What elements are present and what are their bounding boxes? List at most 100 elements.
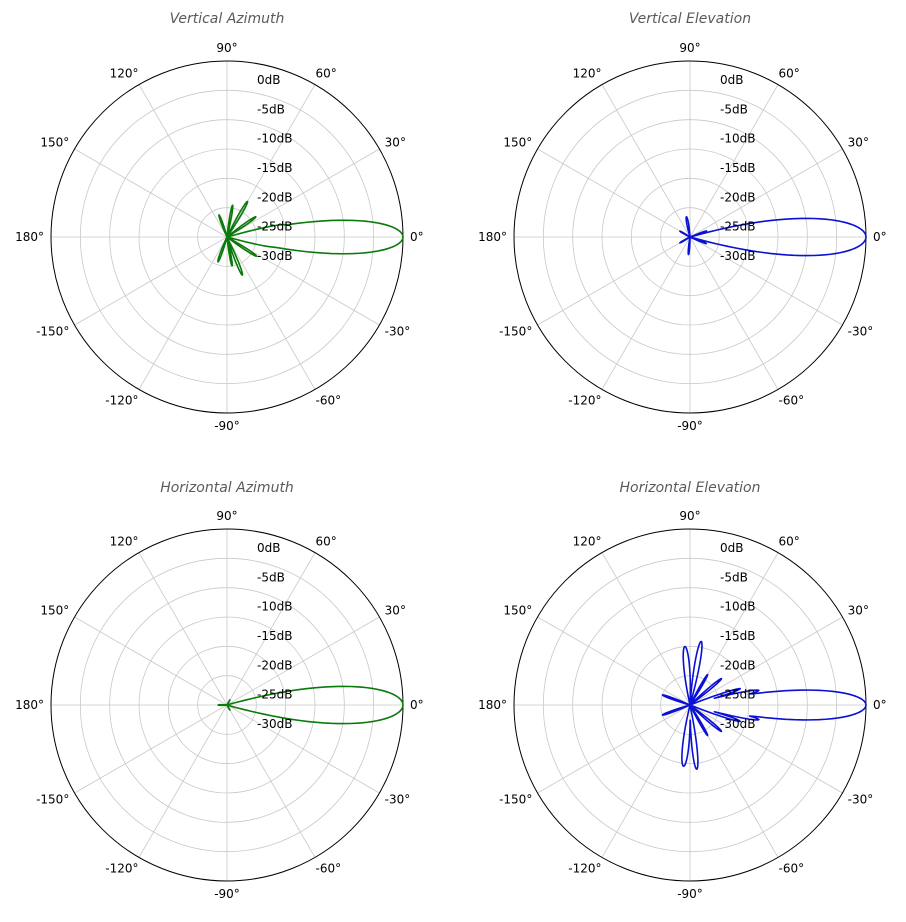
grid-spoke: [138, 704, 228, 858]
angle-tick-label: 60°: [779, 534, 800, 548]
angle-tick-label: 120°: [110, 534, 139, 548]
angle-tick-label: 0°: [410, 698, 424, 712]
radial-tick-label: 0dB: [720, 73, 743, 87]
angle-tick-label: -120°: [568, 394, 601, 408]
angle-tick-label: 0°: [873, 698, 887, 712]
angle-tick-label: 150°: [40, 604, 69, 618]
panel-horizontal-azimuth: Horizontal Azimuth 0° 30° 60° 90° 120° 150° 18…: [15, 480, 424, 901]
radial-tick-label: -5dB: [257, 102, 285, 116]
pattern-trace: [661, 640, 867, 770]
angle-tick-label: -90°: [677, 887, 703, 901]
grid-spoke: [74, 148, 228, 238]
angle-tick-label: 30°: [385, 136, 406, 150]
chart-title: Vertical Azimuth: [170, 11, 285, 27]
angle-tick-label: 90°: [679, 41, 700, 55]
radial-tick-label: -30dB: [720, 717, 755, 731]
angle-tick-label: -120°: [568, 862, 601, 876]
angle-tick-label: -150°: [499, 793, 532, 807]
angle-tick-label: -60°: [316, 394, 342, 408]
chart-title: Vertical Elevation: [629, 11, 751, 27]
radial-tick-label: -5dB: [257, 570, 285, 584]
angle-tick-label: -60°: [316, 862, 342, 876]
angle-tick-label: -90°: [677, 419, 703, 433]
angle-tick-label: -90°: [214, 887, 240, 901]
grid-spoke: [537, 704, 691, 794]
grid-spoke: [138, 552, 228, 706]
angle-tick-label: -150°: [36, 325, 69, 339]
radial-tick-label: -20dB: [720, 190, 755, 204]
angle-tick-label: -90°: [214, 419, 240, 433]
radial-tick-label: -30dB: [257, 717, 292, 731]
grid-spoke: [226, 236, 316, 390]
angle-tick-label: 180°: [478, 230, 507, 244]
angle-tick-label: 30°: [848, 604, 869, 618]
radial-tick-label: -10dB: [720, 132, 755, 146]
grid-spoke: [74, 236, 228, 326]
grid-spoke: [537, 616, 691, 706]
panel-vertical-elevation: Vertical Elevation 0° 30° 60° 90° 120° 150° 18…: [478, 11, 887, 433]
grid-spoke: [689, 236, 843, 326]
angle-tick-label: 120°: [110, 66, 139, 80]
chart-title: Horizontal Elevation: [620, 480, 761, 496]
angle-tick-label: 0°: [873, 230, 887, 244]
radial-tick-label: -25dB: [257, 688, 292, 702]
angle-tick-label: 60°: [316, 66, 337, 80]
angle-tick-label: -30°: [385, 325, 411, 339]
angle-tick-label: 180°: [478, 698, 507, 712]
angle-tick-label: 150°: [503, 136, 532, 150]
radial-tick-label: -25dB: [257, 220, 292, 234]
grid-spoke: [226, 84, 316, 238]
radial-tick-label: -5dB: [720, 102, 748, 116]
grid-spoke: [689, 616, 843, 706]
grid-spoke: [138, 236, 228, 390]
grid-spoke: [689, 148, 843, 238]
radial-tick-label: -15dB: [720, 161, 755, 175]
grid-spoke: [138, 84, 228, 238]
grid-spoke: [74, 616, 228, 706]
angle-tick-label: -60°: [779, 394, 805, 408]
angle-tick-label: 180°: [15, 230, 44, 244]
angle-tick-label: -30°: [848, 793, 874, 807]
angle-tick-label: 120°: [573, 66, 602, 80]
grid-spoke: [226, 148, 380, 238]
angle-tick-label: -30°: [848, 325, 874, 339]
pattern-trace: [217, 685, 404, 725]
angle-tick-label: 150°: [503, 604, 532, 618]
radial-tick-label: -20dB: [257, 658, 292, 672]
grid-spoke: [689, 704, 843, 794]
angle-tick-label: 150°: [40, 136, 69, 150]
angle-tick-label: -30°: [385, 793, 411, 807]
grid-spoke: [537, 236, 691, 326]
angle-tick-label: 90°: [679, 509, 700, 523]
grid-spoke: [74, 704, 228, 794]
radial-tick-label: -10dB: [257, 132, 292, 146]
angle-tick-label: -60°: [779, 862, 805, 876]
grid-spoke: [226, 704, 316, 858]
radial-tick-label: -25dB: [720, 220, 755, 234]
grid-spoke: [226, 552, 316, 706]
grid-spoke: [601, 84, 691, 238]
radial-tick-label: -15dB: [720, 629, 755, 643]
radial-tick-label: -10dB: [720, 600, 755, 614]
radial-tick-label: -20dB: [257, 190, 292, 204]
angle-tick-label: 60°: [779, 66, 800, 80]
angle-tick-label: 60°: [316, 534, 337, 548]
chart-title: Horizontal Azimuth: [160, 480, 294, 496]
radial-tick-label: 0dB: [257, 541, 280, 555]
radial-tick-label: -25dB: [720, 688, 755, 702]
angle-tick-label: 0°: [410, 230, 424, 244]
grid-spoke: [689, 84, 779, 238]
pattern-trace: [679, 215, 867, 257]
radial-tick-label: -15dB: [257, 629, 292, 643]
angle-tick-label: 30°: [848, 136, 869, 150]
angle-tick-label: 30°: [385, 604, 406, 618]
angle-tick-label: -120°: [105, 394, 138, 408]
angle-tick-label: 180°: [15, 698, 44, 712]
grid-spoke: [537, 148, 691, 238]
pattern-trace: [217, 200, 404, 276]
radial-tick-label: -30dB: [720, 249, 755, 263]
angle-tick-label: 90°: [216, 41, 237, 55]
angle-tick-label: -120°: [105, 862, 138, 876]
radial-tick-label: -10dB: [257, 600, 292, 614]
